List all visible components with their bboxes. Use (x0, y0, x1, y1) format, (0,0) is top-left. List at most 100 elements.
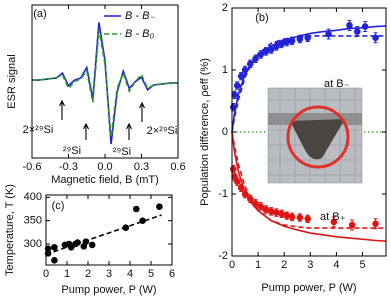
x-tick-label: 2 (85, 268, 91, 280)
data-point (233, 82, 241, 89)
data-point (230, 165, 237, 173)
data-point (252, 200, 259, 207)
data-point (330, 218, 338, 226)
data-point (82, 238, 90, 245)
data-point (288, 37, 296, 45)
x-axis-label: Magnetic field, B (mT) (51, 174, 159, 186)
panel-label: (b) (255, 12, 268, 24)
annotation-arrow (126, 122, 132, 140)
x-axis-label: Pump power, P (W) (61, 284, 156, 296)
data-line (231, 131, 386, 229)
annotation: ²⁹Si (63, 145, 81, 157)
data-point (231, 91, 238, 99)
data-point (273, 209, 280, 216)
data-point (296, 214, 304, 221)
x-tick-label: 2 (281, 259, 287, 271)
data-point (156, 203, 163, 210)
x-tick-label: 0 (229, 259, 235, 271)
annotation: ²⁹Si (113, 146, 131, 158)
data-point (74, 239, 81, 246)
y-tick-label: -2 (218, 250, 228, 262)
data-point (267, 208, 275, 215)
annotation-arrow (83, 122, 89, 140)
data-point (257, 51, 265, 58)
annotation-arrow (59, 99, 65, 120)
y-tick-label: 300 (24, 238, 42, 250)
data-line (231, 131, 387, 242)
data-point (304, 34, 311, 42)
data-point (262, 48, 270, 55)
data-point (88, 241, 96, 249)
data-point (246, 195, 254, 203)
data-point (283, 212, 291, 219)
annotation: 2×²⁹Si (23, 124, 54, 136)
x-tick-label: 1 (64, 268, 70, 280)
x-tick-label: -0.3 (59, 161, 78, 173)
data-point (252, 55, 259, 63)
plot-frame (231, 7, 387, 257)
data-point (122, 224, 130, 231)
x-tick-label: 0 (43, 268, 49, 280)
data-point (346, 22, 353, 29)
data-point (348, 221, 356, 229)
y-tick-label: 1 (222, 64, 228, 76)
panel-label: (a) (33, 8, 46, 20)
plot-frame (45, 194, 173, 266)
data-point (262, 206, 270, 213)
y-tick-label: 0 (222, 126, 228, 138)
legend-label: B - B₋ (125, 10, 155, 22)
inset-photo (267, 87, 363, 184)
data-point (304, 215, 311, 223)
data-point (372, 34, 379, 42)
data-point (278, 40, 285, 48)
y-axis-label: Population difference, ρeff (%) (199, 58, 211, 206)
data-point (233, 178, 241, 185)
y-axis-label: Temperature, T (K) (4, 184, 16, 276)
data-point (237, 184, 245, 192)
x-tick-label: 0.0 (97, 161, 112, 173)
data-point (139, 217, 146, 224)
data-point (257, 203, 265, 210)
annotation: at B₊ (320, 211, 346, 223)
annotation: 2×²⁹Si (147, 125, 178, 137)
data-point (296, 35, 304, 43)
x-tick-label: 3 (307, 259, 313, 271)
x-tick-label: 1 (255, 259, 261, 271)
y-tick-label: 400 (24, 191, 42, 203)
data-line (32, 29, 178, 138)
data-point (325, 30, 332, 38)
y-tick-label: 2 (222, 2, 228, 14)
plot-frame (31, 4, 179, 159)
y-tick-label: 350 (24, 215, 42, 227)
panel-label: (c) (52, 200, 65, 212)
x-tick-label: -0.6 (23, 161, 42, 173)
x-tick-label: 5 (148, 268, 154, 280)
data-point (273, 43, 280, 50)
annotation: at B₋ (324, 78, 350, 90)
data-point (288, 213, 296, 221)
data-point (230, 103, 237, 111)
data-point (361, 23, 369, 30)
y-axis-label: ESR signal (6, 54, 18, 108)
data-point (51, 257, 58, 264)
data-point (246, 60, 254, 68)
data-point (353, 28, 361, 35)
data-point (278, 210, 285, 218)
x-tick-label: 4 (127, 268, 133, 280)
x-tick-label: 5 (359, 259, 365, 271)
plot-layer: -0.6 -0.3 0.0 0.3 0.6 Magnetic field, B (mT) E… (4, 2, 387, 296)
legend-label: B - B₀ (125, 28, 154, 40)
annotation-arrow (139, 101, 145, 122)
x-axis-label: Pump power, P (W) (261, 282, 356, 294)
data-point (51, 243, 58, 251)
x-tick-label: 6 (169, 268, 175, 280)
x-tick-label: 3 (106, 268, 112, 280)
data-point (241, 190, 249, 198)
data-point (133, 205, 140, 213)
x-tick-label: 4 (333, 259, 339, 271)
data-point (241, 66, 249, 74)
x-tick-label: 0.6 (170, 161, 185, 173)
data-point (283, 38, 291, 46)
y-tick-label: -1 (218, 188, 228, 200)
